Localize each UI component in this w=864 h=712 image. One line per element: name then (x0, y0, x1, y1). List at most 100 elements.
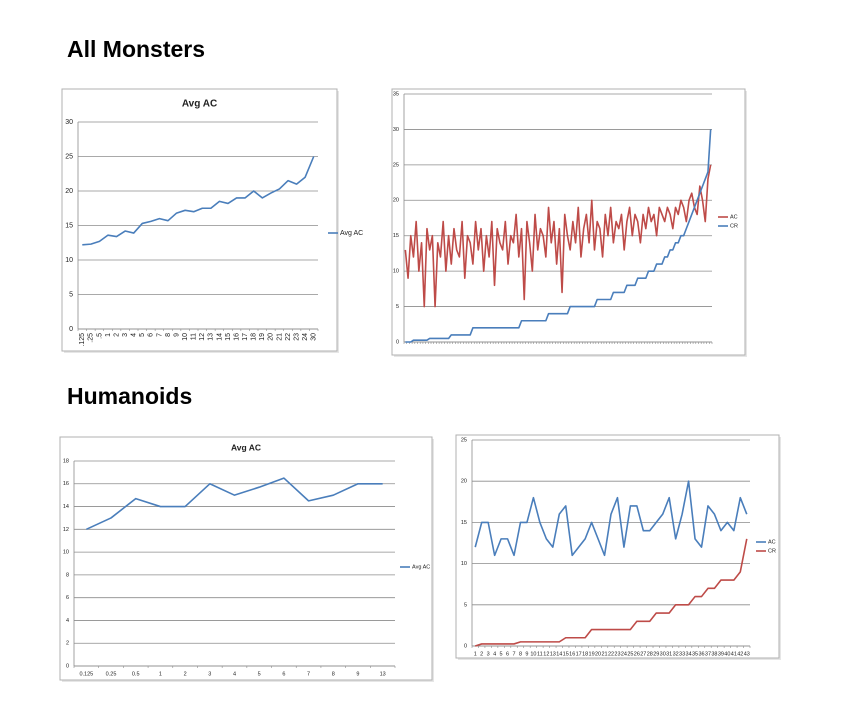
y-tick-label: 15 (65, 222, 73, 229)
x-tick-label: 12 (199, 333, 206, 341)
x-tick-label: 36 (698, 651, 704, 657)
x-tick-label: 18 (251, 333, 258, 341)
x-tick-label: .25 (88, 333, 95, 343)
chart-frame (391, 88, 746, 356)
y-tick-label: 35 (393, 91, 399, 97)
y-tick-label: 10 (65, 257, 73, 264)
y-tick-label: 25 (461, 437, 467, 443)
x-tick-label: 13 (380, 671, 386, 677)
y-tick-label: 5 (69, 291, 73, 298)
x-tick-label: 18 (582, 651, 588, 657)
x-tick-label: 43 (744, 651, 750, 657)
section-heading: All Monsters (67, 36, 206, 62)
y-tick-label: 10 (63, 550, 69, 556)
x-tick-label: .5 (96, 333, 103, 339)
x-tick-label: 23 (614, 651, 620, 657)
y-tick-label: 30 (393, 127, 399, 133)
chart-title: Avg AC (231, 442, 261, 452)
x-tick-label: 7 (512, 651, 515, 657)
x-tick-label: 4 (131, 333, 138, 337)
x-tick-label: 16 (569, 651, 575, 657)
x-tick-label: 41 (731, 651, 737, 657)
x-tick-label: 8 (332, 671, 335, 677)
x-tick-label: 24 (302, 333, 309, 341)
chart-frame (61, 88, 338, 352)
y-tick-label: 15 (461, 520, 467, 526)
x-tick-label: 1 (159, 671, 162, 677)
x-tick-label: 30 (311, 333, 318, 341)
y-tick-label: 8 (66, 572, 69, 578)
y-tick-label: 4 (66, 618, 69, 624)
x-tick-label: 21 (276, 333, 283, 341)
series-line (405, 129, 712, 343)
y-tick-label: 14 (63, 504, 69, 510)
x-tick-label: 2 (113, 333, 120, 337)
series-line (474, 538, 748, 647)
x-tick-label: 13 (208, 333, 215, 341)
legend-label: CR (730, 223, 738, 229)
x-tick-label: .125 (79, 333, 86, 347)
y-tick-label: 12 (63, 527, 69, 533)
x-tick-label: 32 (673, 651, 679, 657)
x-tick-label: 9 (356, 671, 359, 677)
x-tick-label: 40 (724, 651, 730, 657)
x-tick-label: 26 (634, 651, 640, 657)
x-tick-label: 34 (686, 651, 692, 657)
x-tick-label: 14 (556, 651, 562, 657)
x-tick-label: 5 (258, 671, 261, 677)
x-tick-label: 20 (268, 333, 275, 341)
y-tick-label: 20 (65, 188, 73, 195)
legend-label: AC (768, 539, 776, 545)
x-tick-label: 4 (493, 651, 496, 657)
chart-frame (455, 434, 780, 659)
x-tick-label: 39 (718, 651, 724, 657)
x-tick-label: 21 (601, 651, 607, 657)
x-tick-label: 3 (122, 333, 129, 337)
chart-title: Avg AC (182, 99, 217, 110)
legend-label: Avg AC (340, 230, 363, 237)
x-tick-label: 1 (105, 333, 112, 337)
y-tick-label: 0 (66, 663, 69, 669)
x-tick-label: 9 (525, 651, 528, 657)
y-tick-label: 25 (393, 162, 399, 168)
x-tick-label: 7 (307, 671, 310, 677)
x-tick-label: 35 (692, 651, 698, 657)
y-tick-label: 0 (396, 339, 399, 345)
y-tick-label: 10 (461, 561, 467, 567)
x-tick-label: 7 (156, 333, 163, 337)
x-tick-label: 19 (259, 333, 266, 341)
x-tick-label: 3 (487, 651, 490, 657)
x-tick-label: 6 (148, 333, 155, 337)
x-tick-label: 1 (474, 651, 477, 657)
y-tick-label: 0 (464, 643, 467, 649)
x-tick-label: 0.125 (79, 671, 93, 677)
y-tick-label: 2 (66, 641, 69, 647)
x-tick-label: 10 (530, 651, 536, 657)
x-tick-label: 11 (537, 651, 543, 657)
x-tick-label: 2 (480, 651, 483, 657)
x-tick-label: 27 (640, 651, 646, 657)
chart-frame (59, 436, 433, 681)
y-tick-label: 0 (69, 326, 73, 333)
x-tick-label: 38 (711, 651, 717, 657)
x-tick-label: 37 (705, 651, 711, 657)
series-line (82, 156, 315, 246)
y-tick-label: 30 (65, 119, 73, 126)
legend-label: Avg AC (412, 564, 430, 570)
series-line (404, 164, 712, 308)
x-tick-label: 3 (208, 671, 211, 677)
section-heading: Humanoids (67, 383, 193, 409)
x-tick-label: 10 (182, 333, 189, 341)
legend-label: CR (768, 548, 776, 554)
x-tick-label: 6 (506, 651, 509, 657)
x-tick-label: 42 (737, 651, 743, 657)
x-tick-label: 16 (233, 333, 240, 341)
x-tick-label: 8 (519, 651, 522, 657)
y-tick-label: 10 (393, 269, 399, 275)
x-tick-label: 5 (139, 333, 146, 337)
x-tick-label: 0.25 (106, 671, 117, 677)
x-tick-label: 29 (653, 651, 659, 657)
x-tick-label: 13 (550, 651, 556, 657)
x-tick-label: 17 (576, 651, 582, 657)
